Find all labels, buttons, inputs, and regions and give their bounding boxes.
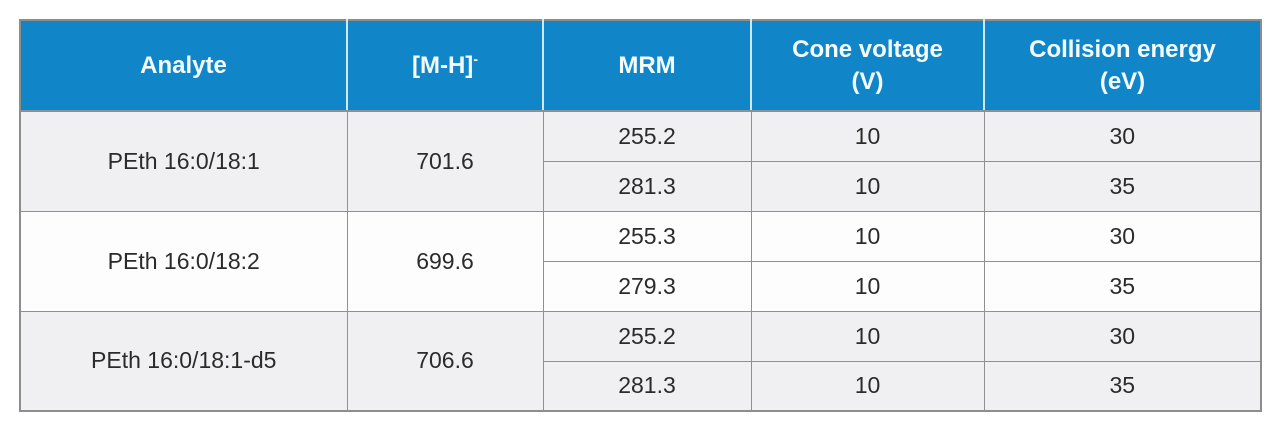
mh-cell: 699.6 xyxy=(346,210,544,312)
analyte-cell: PEth 16:0/18:1 xyxy=(19,110,348,212)
table-row: PEth 16:0/18:2 699.6 255.3 10 30 xyxy=(19,210,1262,312)
collision-energy-cell: 30 xyxy=(983,310,1262,362)
mrm-parameters-table: Analyte [M-H]- MRM Cone voltage (V) Colli… xyxy=(19,19,1262,412)
table-row: PEth 16:0/18:1 701.6 255.2 10 30 xyxy=(19,110,1262,212)
column-header-mrm: MRM xyxy=(542,20,751,112)
table-row: 279.3 10 35 xyxy=(20,260,1262,312)
mrm-cell: 255.2 xyxy=(542,110,752,162)
cone-voltage-cell: 10 xyxy=(750,260,985,312)
mrm-cell: 281.3 xyxy=(542,160,752,212)
collision-energy-unit: (eV) xyxy=(1099,67,1146,95)
collision-energy-cell: 35 xyxy=(983,260,1262,312)
table-row: PEth 16:0/18:1-d5 706.6 255.2 10 30 xyxy=(19,310,1262,412)
column-header-cone-voltage: Cone voltage (V) xyxy=(750,20,984,112)
table-header-row: Analyte [M-H]- MRM Cone voltage (V) Colli… xyxy=(19,20,1261,112)
mh-cell: 706.6 xyxy=(346,310,544,412)
cone-voltage-label: Cone voltage xyxy=(792,35,943,63)
mrm-parameters-figure: Analyte [M-H]- MRM Cone voltage (V) Colli… xyxy=(19,19,1262,412)
column-header-collision-energy: Collision energy (eV) xyxy=(983,20,1261,112)
mrm-cell: 255.2 xyxy=(542,310,752,362)
mh-label: [M-H] xyxy=(412,51,474,79)
analyte-cell: PEth 16:0/18:2 xyxy=(19,210,348,312)
mrm-cell: 279.3 xyxy=(542,260,752,312)
cone-voltage-cell: 10 xyxy=(750,110,985,162)
analyte-cell: PEth 16:0/18:1-d5 xyxy=(19,310,348,412)
cone-voltage-cell: 10 xyxy=(750,310,985,362)
collision-energy-cell: 35 xyxy=(983,360,1262,412)
column-header-mh: [M-H]- xyxy=(346,20,543,112)
table-row: 281.3 10 35 xyxy=(20,160,1262,212)
mh-superscript-minus: - xyxy=(473,50,478,67)
collision-energy-cell: 35 xyxy=(983,160,1262,212)
cone-voltage-cell: 10 xyxy=(750,160,985,212)
column-header-analyte: Analyte xyxy=(19,20,347,112)
collision-energy-label: Collision energy xyxy=(1029,35,1216,63)
collision-energy-cell: 30 xyxy=(983,210,1262,262)
cone-voltage-cell: 10 xyxy=(750,360,985,412)
cone-voltage-unit: (V) xyxy=(851,67,884,95)
mrm-cell: 281.3 xyxy=(542,360,752,412)
cone-voltage-cell: 10 xyxy=(750,210,985,262)
mh-cell: 701.6 xyxy=(346,110,544,212)
table-row: 281.3 10 35 xyxy=(20,360,1262,412)
collision-energy-cell: 30 xyxy=(983,110,1262,162)
mrm-cell: 255.3 xyxy=(542,210,752,262)
